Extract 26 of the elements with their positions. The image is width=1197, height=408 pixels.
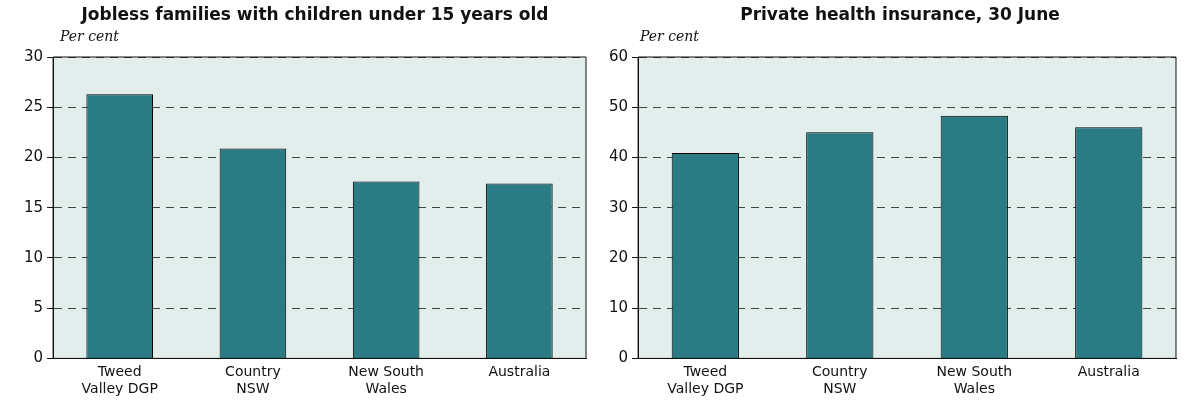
x-tick-label: Tweed Valley DGP (81, 363, 158, 397)
x-tick-label: New South Wales (348, 363, 424, 397)
y-tick-label: 10 (608, 298, 629, 317)
y-tick-label: 10 (23, 247, 44, 266)
y-axis-title: Per cent (640, 28, 699, 44)
y-tick-label: 20 (23, 147, 44, 166)
y-tick-label: 50 (608, 97, 629, 116)
y-tick-label: 5 (33, 298, 44, 317)
y-tick-label: 40 (608, 147, 629, 166)
x-tick-label: Country NSW (225, 363, 281, 397)
chart-title: Private health insurance, 30 June (739, 4, 1061, 24)
x-tick-label: Australia (1077, 363, 1140, 380)
y-tick-label: 20 (608, 247, 629, 266)
x-tick-label: Tweed Valley DGP (667, 363, 744, 397)
y-tick-label: 60 (608, 46, 629, 65)
y-tick-label: 0 (618, 348, 629, 367)
x-tick-label: Country NSW (811, 363, 868, 397)
x-tick-label: New South Wales (936, 363, 1013, 397)
y-axis-title: Per cent (60, 28, 119, 44)
y-tick-label: 0 (33, 348, 44, 367)
y-tick-label: 15 (23, 197, 44, 216)
chart-title: Jobless families with children under 15 years old (79, 4, 550, 24)
x-tick-label: Australia (488, 363, 551, 380)
y-tick-label: 30 (608, 197, 629, 216)
y-tick-label: 25 (23, 97, 44, 116)
y-tick-label: 30 (23, 46, 44, 65)
